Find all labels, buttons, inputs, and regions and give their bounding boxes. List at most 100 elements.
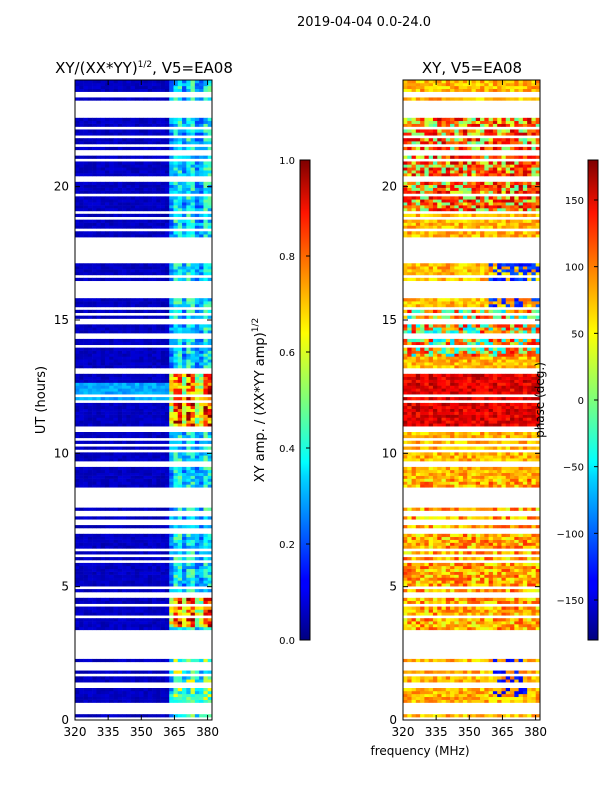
phase-cell [493,659,498,662]
phase-cell [493,627,498,630]
phase-cell [407,601,412,604]
amplitude-cell [114,609,119,612]
amplitude-cell [105,310,110,313]
amplitude-cell [118,516,123,519]
amplitude-cell [161,383,166,386]
amplitude-cell [186,452,191,455]
amplitude-cell [186,173,191,176]
amplitude-cell [186,161,191,164]
amplitude-cell [148,301,153,304]
amplitude-cell [126,324,131,327]
amplitude-cell [79,202,84,205]
amplitude-cell [152,447,157,450]
amplitude-cell [173,327,178,330]
amplitude-cell [203,359,208,362]
amplitude-cell [105,601,110,604]
amplitude-cell [109,304,114,307]
amplitude-cell [92,484,97,487]
amplitude-cell [165,164,170,167]
amplitude-cell [79,516,84,519]
amplitude-cell [186,353,191,356]
amplitude-cell [79,406,84,409]
amplitude-cell [105,182,110,185]
amplitude-cell [96,231,101,234]
phase-cell [450,697,455,700]
amplitude-cell [79,484,84,487]
amplitude-cell [186,618,191,621]
amplitude-cell [203,577,208,580]
amplitude-cell [203,324,208,327]
phase-cell [429,545,434,548]
amplitude-cell [165,415,170,418]
amplitude-cell [75,420,80,423]
amplitude-cell [156,572,161,575]
amplitude-cell [118,557,123,560]
amplitude-cell [105,316,110,319]
amplitude-cell [165,304,170,307]
amplitude-cell [84,191,89,194]
amplitude-cell [96,618,101,621]
amplitude-cell [96,118,101,121]
amplitude-cell [131,700,136,703]
amplitude-cell [84,470,89,473]
amplitude-cell [75,476,80,479]
amplitude-cell [199,86,204,89]
amplitude-cell [92,167,97,170]
amplitude-cell [203,121,208,124]
amplitude-cell [156,601,161,604]
amplitude-cell [96,310,101,313]
amplitude-cell [135,627,140,630]
phase-cell [403,551,408,554]
amplitude-cell [152,577,157,580]
amplitude-cell [148,164,153,167]
amplitude-cell [79,225,84,228]
phase-cell [493,671,498,674]
amplitude-cell [131,156,136,159]
amplitude-cell [161,557,166,560]
phase-cell [493,607,498,610]
amplitude-cell [173,671,178,674]
phase-cell [531,583,536,586]
amplitude-cell [178,351,183,354]
phase-cell [429,676,434,679]
amplitude-cell [84,679,89,682]
amplitude-cell [161,380,166,383]
phase-cell [450,624,455,627]
phase-cell [416,618,421,621]
amplitude-cell [75,298,80,301]
amplitude-cell [152,191,157,194]
phase-cell [472,569,477,572]
amplitude-cell [135,316,140,319]
amplitude-cell [118,447,123,450]
amplitude-cell [165,432,170,435]
amplitude-cell [92,403,97,406]
amplitude-cell [96,330,101,333]
phase-cell [480,671,485,674]
phase-cell [467,676,472,679]
amplitude-cell [84,170,89,173]
amplitude-cell [131,563,136,566]
amplitude-cell [114,164,119,167]
amplitude-cell [88,525,93,528]
phase-cell [531,563,536,566]
amplitude-cell [131,415,136,418]
phase-cell [489,691,494,694]
amplitude-cell [156,537,161,540]
amplitude-cell [156,694,161,697]
amplitude-cell [84,476,89,479]
amplitude-cell [191,353,196,356]
phase-cell [459,583,464,586]
amplitude-cell [148,138,153,141]
amplitude-cell [186,304,191,307]
phase-cell [463,551,468,554]
amplitude-cell [156,124,161,127]
amplitude-cell [105,714,110,717]
amplitude-cell [135,397,140,400]
phase-cell [484,566,489,569]
amplitude-cell [92,124,97,127]
amplitude-cell [203,403,208,406]
amplitude-cell [144,484,149,487]
amplitude-cell [139,266,144,269]
amplitude-cell [105,383,110,386]
amplitude-cell [148,470,153,473]
